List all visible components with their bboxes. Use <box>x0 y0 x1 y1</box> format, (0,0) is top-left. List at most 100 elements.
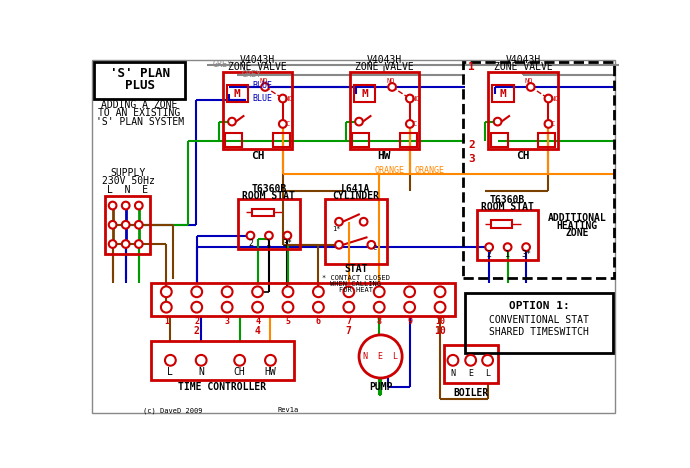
Text: N: N <box>198 367 204 377</box>
Bar <box>538 133 555 147</box>
Circle shape <box>335 241 343 249</box>
Text: 1: 1 <box>164 316 169 326</box>
Bar <box>252 209 273 216</box>
Circle shape <box>135 221 143 229</box>
Circle shape <box>252 286 263 297</box>
Text: V4043H: V4043H <box>367 55 402 65</box>
Text: CH: CH <box>516 151 530 161</box>
Text: M: M <box>234 89 241 99</box>
Text: T6360B: T6360B <box>490 195 525 205</box>
Circle shape <box>262 83 269 91</box>
Text: L  N  E: L N E <box>108 185 148 195</box>
Circle shape <box>279 95 286 102</box>
Circle shape <box>355 118 363 125</box>
Text: (c) DaveD 2009: (c) DaveD 2009 <box>143 407 202 414</box>
Text: 1: 1 <box>505 250 510 259</box>
Text: C: C <box>551 121 555 127</box>
Circle shape <box>284 232 291 240</box>
Text: SUPPLY: SUPPLY <box>110 168 146 178</box>
Text: BLUE: BLUE <box>252 81 272 90</box>
Circle shape <box>191 302 202 313</box>
Circle shape <box>221 286 233 297</box>
Text: ZONE VALVE: ZONE VALVE <box>493 62 553 72</box>
Circle shape <box>191 286 202 297</box>
Text: ADDITIONAL: ADDITIONAL <box>548 213 607 223</box>
Circle shape <box>161 286 172 297</box>
Circle shape <box>313 302 324 313</box>
Circle shape <box>135 202 143 209</box>
Text: ZONE VALVE: ZONE VALVE <box>228 62 287 72</box>
Text: 5: 5 <box>286 316 290 326</box>
Text: NC: NC <box>412 95 420 102</box>
Bar <box>273 133 290 147</box>
Text: 6: 6 <box>316 316 321 326</box>
Circle shape <box>522 243 530 251</box>
Text: STAT: STAT <box>344 264 368 274</box>
Circle shape <box>494 118 502 125</box>
Text: 10: 10 <box>435 316 445 326</box>
Text: N: N <box>451 369 455 378</box>
Text: ADDING A ZONE: ADDING A ZONE <box>101 100 178 110</box>
Bar <box>489 72 558 148</box>
Text: T6360B: T6360B <box>251 183 286 194</box>
Circle shape <box>374 302 384 313</box>
Text: L641A: L641A <box>342 183 371 194</box>
Text: WHEN CALLING: WHEN CALLING <box>331 281 382 287</box>
Bar <box>238 198 299 249</box>
Text: CYLINDER: CYLINDER <box>333 190 380 200</box>
Text: GREY: GREY <box>213 60 233 69</box>
Circle shape <box>283 286 293 297</box>
Text: M: M <box>361 89 368 99</box>
Text: V4043H: V4043H <box>239 55 275 65</box>
Text: OPTION 1:: OPTION 1: <box>509 300 569 311</box>
Text: 3*: 3* <box>521 250 531 259</box>
Circle shape <box>161 302 172 313</box>
Text: 2: 2 <box>248 239 253 248</box>
Bar <box>492 86 514 102</box>
Bar <box>353 86 375 102</box>
Bar <box>400 133 417 147</box>
Bar <box>491 133 508 147</box>
Bar <box>226 86 248 102</box>
Circle shape <box>265 355 276 366</box>
Text: BOILER: BOILER <box>453 388 489 398</box>
Text: ORANGE: ORANGE <box>375 166 405 175</box>
Circle shape <box>235 355 245 366</box>
Circle shape <box>165 355 176 366</box>
Text: SHARED TIMESWITCH: SHARED TIMESWITCH <box>489 327 589 337</box>
Circle shape <box>544 120 552 128</box>
Text: 2: 2 <box>469 140 475 150</box>
Bar <box>352 133 369 147</box>
Text: TO AN EXISTING: TO AN EXISTING <box>99 108 181 118</box>
Circle shape <box>404 286 415 297</box>
Text: Rev1a: Rev1a <box>277 407 299 413</box>
Circle shape <box>388 83 396 91</box>
Text: 3: 3 <box>469 154 475 164</box>
Text: 7: 7 <box>346 316 351 326</box>
Text: PLUS: PLUS <box>125 79 155 92</box>
Text: V4043H: V4043H <box>505 55 541 65</box>
Text: 3: 3 <box>225 316 230 326</box>
Circle shape <box>406 95 414 102</box>
Circle shape <box>335 218 343 226</box>
Circle shape <box>344 302 354 313</box>
Text: CH: CH <box>234 367 246 377</box>
Bar <box>223 72 292 148</box>
Circle shape <box>359 335 402 378</box>
Text: TIME CONTROLLER: TIME CONTROLLER <box>178 382 266 392</box>
Circle shape <box>283 302 293 313</box>
Text: BLUE: BLUE <box>252 94 272 103</box>
Text: NC: NC <box>551 95 559 102</box>
Circle shape <box>265 232 273 240</box>
Text: HW: HW <box>264 367 276 377</box>
Circle shape <box>109 240 117 248</box>
Bar <box>105 196 150 254</box>
Text: 'S' PLAN SYSTEM: 'S' PLAN SYSTEM <box>95 117 184 127</box>
Text: L: L <box>485 369 490 378</box>
Circle shape <box>374 286 384 297</box>
Text: E: E <box>468 369 473 378</box>
Text: NC: NC <box>285 95 293 102</box>
Text: 10: 10 <box>434 326 446 336</box>
Text: NO: NO <box>525 78 533 84</box>
Circle shape <box>368 241 375 249</box>
